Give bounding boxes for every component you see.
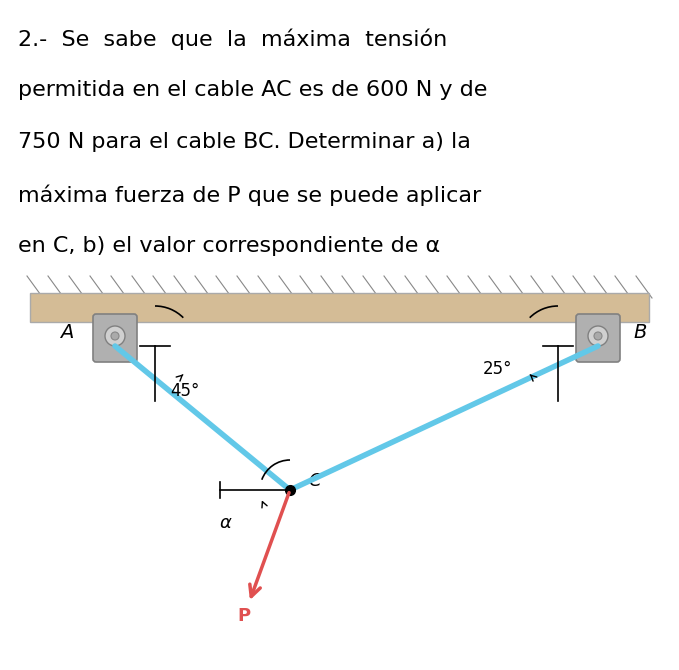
Bar	[30, 293, 649, 322]
Circle shape	[111, 332, 119, 340]
FancyBboxPatch shape	[576, 314, 620, 362]
Text: α: α	[219, 514, 231, 532]
Text: máxima fuerza de P que se puede aplicar: máxima fuerza de P que se puede aplicar	[18, 184, 481, 206]
Text: A: A	[60, 323, 74, 342]
Text: 25°: 25°	[483, 360, 513, 378]
FancyBboxPatch shape	[93, 314, 137, 362]
Circle shape	[594, 332, 602, 340]
Text: en C, b) el valor correspondiente de α: en C, b) el valor correspondiente de α	[18, 236, 440, 256]
Text: permitida en el cable AC es de 600 N y de: permitida en el cable AC es de 600 N y d…	[18, 80, 488, 100]
Circle shape	[588, 326, 608, 346]
Text: 45°: 45°	[170, 382, 200, 400]
Text: 750 N para el cable BC. Determinar a) la: 750 N para el cable BC. Determinar a) la	[18, 132, 471, 152]
Text: P: P	[238, 607, 251, 624]
Circle shape	[105, 326, 125, 346]
Text: 2.-  Se  sabe  que  la  máxima  tensión: 2.- Se sabe que la máxima tensión	[18, 28, 447, 50]
Text: B: B	[634, 323, 646, 342]
Text: C: C	[308, 472, 320, 490]
